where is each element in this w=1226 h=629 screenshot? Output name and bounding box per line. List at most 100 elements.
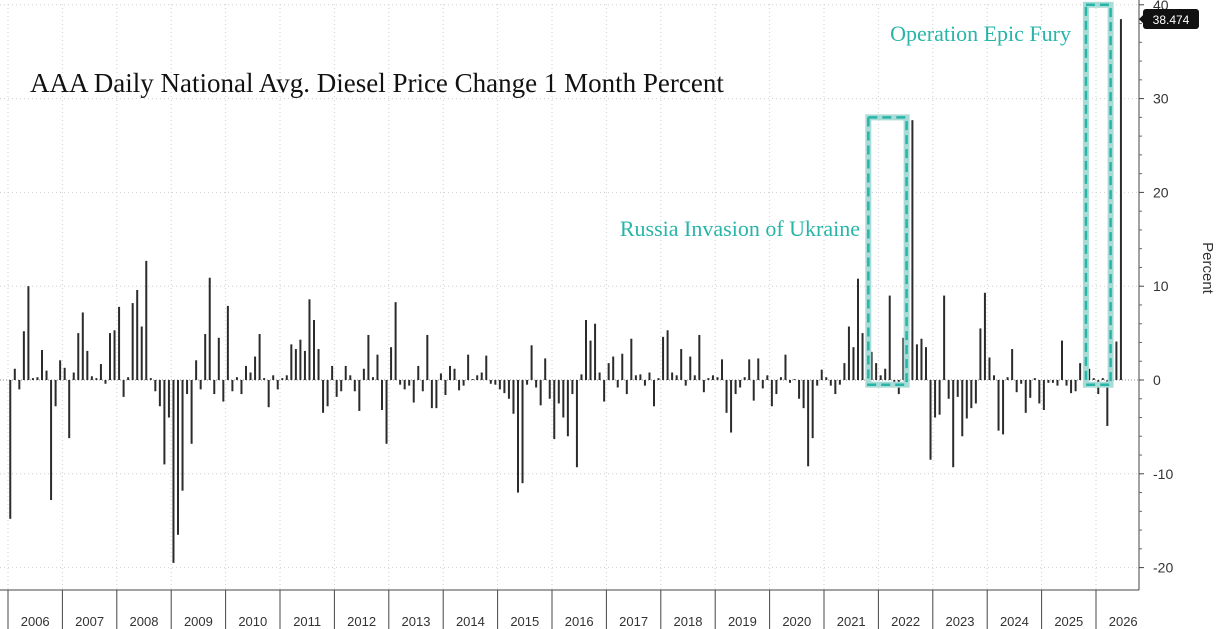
bar <box>59 360 62 380</box>
bar <box>163 380 166 465</box>
bar <box>802 380 805 409</box>
y-tick-label: 0 <box>1153 372 1161 388</box>
bar <box>145 260 148 380</box>
bar <box>335 380 338 397</box>
annotation-label-russia-invasion: Russia Invasion of Ukraine <box>620 216 860 241</box>
bar <box>349 375 352 380</box>
bar <box>99 364 102 380</box>
bar <box>471 379 474 380</box>
bar <box>974 380 977 404</box>
bar <box>580 374 583 380</box>
bar <box>553 380 556 440</box>
bar <box>517 380 519 493</box>
annotation-box-outer <box>865 114 910 388</box>
bar <box>18 380 21 390</box>
bar <box>775 380 778 395</box>
bar <box>571 380 574 395</box>
x-year-label: 2025 <box>1054 614 1083 629</box>
bar <box>739 380 742 388</box>
bar <box>131 303 134 380</box>
bar <box>494 380 497 385</box>
bar <box>575 380 578 468</box>
bar <box>566 380 569 437</box>
bar <box>104 380 107 384</box>
x-axis: 2006 2007 2008 2009 2010 2011 2012 2013 2014 2015… <box>0 589 1139 629</box>
x-year-label: 2026 <box>1109 614 1138 629</box>
x-year-label: 2011 <box>293 614 321 629</box>
bar <box>507 380 510 399</box>
bar <box>317 349 320 380</box>
bar <box>834 380 837 395</box>
bar <box>140 326 143 380</box>
bar <box>476 375 479 380</box>
last-value-label: 38.474 <box>1153 13 1190 27</box>
x-year-label: 2022 <box>891 614 920 629</box>
bar <box>648 372 651 380</box>
x-year-label: 2006 <box>21 614 50 629</box>
bar <box>798 380 801 399</box>
bar <box>41 349 43 380</box>
bar <box>63 367 66 380</box>
bar <box>367 334 370 380</box>
bar <box>585 319 587 380</box>
bar <box>752 380 755 401</box>
bar <box>811 380 814 439</box>
bar <box>36 377 39 380</box>
bar <box>399 380 402 385</box>
bar <box>303 350 306 380</box>
bar <box>86 350 89 380</box>
bar <box>1042 380 1045 411</box>
bar <box>1065 380 1068 386</box>
bar <box>662 336 665 380</box>
bar <box>267 380 270 408</box>
bar <box>1070 380 1073 394</box>
bar <box>816 380 819 386</box>
bar <box>308 299 311 380</box>
bar <box>535 380 538 388</box>
bar <box>109 333 111 380</box>
bar <box>1047 380 1050 383</box>
bar <box>557 380 560 404</box>
bar <box>761 380 764 389</box>
bar <box>258 334 261 380</box>
bar <box>1051 380 1054 383</box>
bar <box>634 375 637 380</box>
bar <box>190 380 193 444</box>
bar <box>1106 380 1109 426</box>
bar <box>1020 380 1023 384</box>
bar <box>784 354 787 380</box>
bar <box>158 380 161 407</box>
last-value-pointer <box>1139 14 1144 25</box>
bar <box>979 328 982 380</box>
bar <box>952 380 955 468</box>
bar <box>77 333 80 380</box>
bar <box>136 289 139 380</box>
bar <box>607 363 610 380</box>
bar <box>653 380 655 407</box>
bar <box>1088 368 1091 380</box>
bar <box>199 380 202 390</box>
x-year-label: 2017 <box>619 614 648 629</box>
bar <box>716 377 719 380</box>
bar <box>1101 378 1104 380</box>
bar <box>299 339 302 380</box>
annotation-boxes <box>865 1 1114 388</box>
bar <box>408 380 411 386</box>
bar <box>231 380 234 392</box>
bar <box>181 380 184 491</box>
bar <box>707 378 710 380</box>
annotation-box <box>1084 3 1112 386</box>
bar <box>911 120 914 381</box>
bar <box>358 380 361 411</box>
bar <box>118 306 121 380</box>
bar <box>204 334 207 380</box>
bar <box>462 380 465 386</box>
bar <box>1061 340 1063 380</box>
bar <box>680 349 683 380</box>
bar <box>263 378 266 380</box>
bar <box>362 368 365 380</box>
bar <box>743 377 746 380</box>
bar <box>235 377 238 380</box>
bar <box>1092 378 1095 380</box>
bar <box>902 337 905 380</box>
